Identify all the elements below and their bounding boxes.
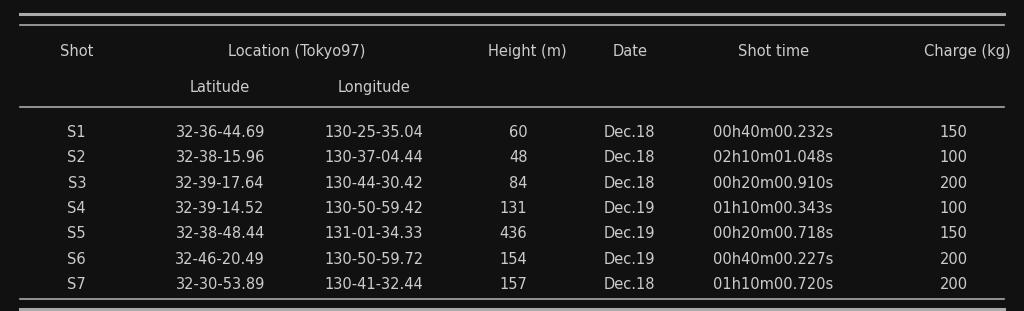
Text: Shot time: Shot time [737, 44, 809, 59]
Text: Dec.18: Dec.18 [604, 176, 655, 191]
Text: 150: 150 [940, 125, 968, 140]
Text: 32-36-44.69: 32-36-44.69 [175, 125, 265, 140]
Text: Dec.18: Dec.18 [604, 150, 655, 165]
Text: 131: 131 [500, 201, 527, 216]
Text: S3: S3 [68, 176, 86, 191]
Text: 32-38-15.96: 32-38-15.96 [175, 150, 265, 165]
Text: 154: 154 [500, 252, 527, 267]
Text: Longitude: Longitude [337, 80, 411, 95]
Text: 200: 200 [940, 277, 968, 292]
Text: 84: 84 [509, 176, 527, 191]
Text: Shot: Shot [60, 44, 93, 59]
Text: 130-41-32.44: 130-41-32.44 [325, 277, 423, 292]
Text: Dec.18: Dec.18 [604, 277, 655, 292]
Text: 00h40m00.227s: 00h40m00.227s [713, 252, 834, 267]
Text: S2: S2 [68, 150, 86, 165]
Text: Dec.19: Dec.19 [604, 252, 655, 267]
Text: 131-01-34.33: 131-01-34.33 [325, 226, 423, 241]
Text: 02h10m01.048s: 02h10m01.048s [713, 150, 834, 165]
Text: 130-44-30.42: 130-44-30.42 [325, 176, 423, 191]
Text: 100: 100 [940, 201, 968, 216]
Text: 130-25-35.04: 130-25-35.04 [325, 125, 423, 140]
Text: S5: S5 [68, 226, 86, 241]
Text: 32-38-48.44: 32-38-48.44 [175, 226, 265, 241]
Text: 01h10m00.343s: 01h10m00.343s [714, 201, 833, 216]
Text: Location (Tokyo97): Location (Tokyo97) [228, 44, 366, 59]
Text: 00h40m00.232s: 00h40m00.232s [713, 125, 834, 140]
Text: S1: S1 [68, 125, 86, 140]
Text: S4: S4 [68, 201, 86, 216]
Text: 130-50-59.72: 130-50-59.72 [325, 252, 423, 267]
Text: 00h20m00.718s: 00h20m00.718s [713, 226, 834, 241]
Text: Height (m): Height (m) [488, 44, 566, 59]
Text: 60: 60 [509, 125, 527, 140]
Text: S7: S7 [68, 277, 86, 292]
Text: 100: 100 [940, 150, 968, 165]
Text: 200: 200 [940, 176, 968, 191]
Text: S6: S6 [68, 252, 86, 267]
Text: 157: 157 [500, 277, 527, 292]
Text: 01h10m00.720s: 01h10m00.720s [713, 277, 834, 292]
Text: 436: 436 [500, 226, 527, 241]
Text: 00h20m00.910s: 00h20m00.910s [713, 176, 834, 191]
Text: 32-39-14.52: 32-39-14.52 [175, 201, 265, 216]
Text: Dec.18: Dec.18 [604, 125, 655, 140]
Text: 150: 150 [940, 226, 968, 241]
Text: 32-39-17.64: 32-39-17.64 [175, 176, 265, 191]
Text: 48: 48 [509, 150, 527, 165]
Text: 130-50-59.42: 130-50-59.42 [325, 201, 423, 216]
Text: Latitude: Latitude [190, 80, 250, 95]
Text: 200: 200 [940, 252, 968, 267]
Text: Date: Date [612, 44, 647, 59]
Text: 32-46-20.49: 32-46-20.49 [175, 252, 265, 267]
Text: Charge (kg): Charge (kg) [925, 44, 1011, 59]
Text: 32-30-53.89: 32-30-53.89 [175, 277, 265, 292]
Text: Dec.19: Dec.19 [604, 226, 655, 241]
Text: Dec.19: Dec.19 [604, 201, 655, 216]
Text: 130-37-04.44: 130-37-04.44 [325, 150, 423, 165]
